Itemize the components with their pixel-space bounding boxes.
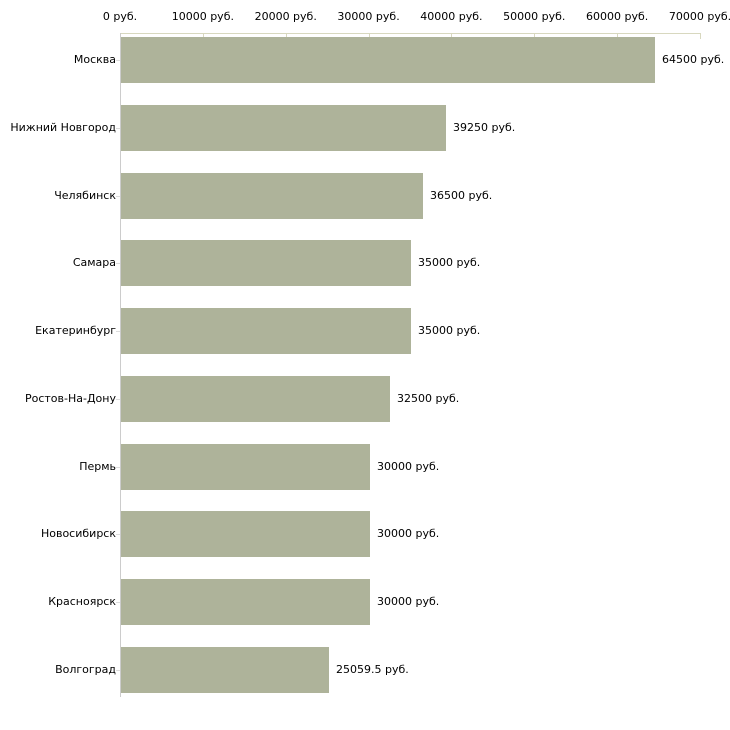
x-axis-tick-label: 40000 руб. [420,10,483,23]
bar [121,173,423,219]
x-axis-tick-mark [617,33,618,39]
category-label: Самара [72,256,116,269]
category-label: Челябинск [54,189,116,202]
bar [121,647,329,693]
x-axis-tick-mark [700,33,701,39]
x-axis-tick-mark [451,33,452,39]
value-label: 30000 руб. [377,595,440,608]
category-label: Екатеринбург [35,324,116,337]
y-axis-tick-mark [116,467,120,468]
x-axis-line [120,33,701,34]
category-label: Красноярск [48,595,116,608]
x-axis-tick-mark [369,33,370,39]
x-axis-tick-mark [203,33,204,39]
category-label: Новосибирск [40,527,116,540]
y-axis-line [120,33,121,697]
category-label: Москва [73,53,116,66]
y-axis-tick-mark [116,196,120,197]
bar [121,308,411,354]
y-axis-tick-mark [116,128,120,129]
value-label: 30000 руб. [377,527,440,540]
x-axis-tick-label: 30000 руб. [337,10,400,23]
x-axis-tick-mark [534,33,535,39]
x-axis-tick-label: 70000 руб. [668,10,730,23]
value-label: 64500 руб. [662,53,725,66]
x-axis-tick-label: 50000 руб. [503,10,566,23]
value-label: 35000 руб. [418,324,481,337]
category-label: Волгоград [55,663,116,676]
x-axis-tick-label: 60000 руб. [586,10,649,23]
x-axis-tick-label: 20000 руб. [254,10,317,23]
bar [121,444,370,490]
x-axis-tick-label: 0 руб. [102,10,138,23]
bar [121,511,370,557]
y-axis-tick-mark [116,670,120,671]
x-axis-tick-mark [286,33,287,39]
y-axis-tick-mark [116,602,120,603]
value-label: 25059.5 руб. [336,663,409,676]
category-label: Ростов-На-Дону [24,392,116,405]
x-axis-tick-label: 10000 руб. [171,10,234,23]
y-axis-tick-mark [116,534,120,535]
y-axis-tick-mark [116,60,120,61]
value-label: 32500 руб. [397,392,460,405]
y-axis-tick-mark [116,399,120,400]
y-axis-tick-mark [116,331,120,332]
value-label: 35000 руб. [418,256,481,269]
category-label: Нижний Новгород [10,121,116,134]
bar [121,376,390,422]
bar [121,37,655,83]
bar [121,579,370,625]
bar [121,240,411,286]
category-label: Пермь [79,460,116,473]
bar [121,105,446,151]
y-axis-tick-mark [116,263,120,264]
value-label: 30000 руб. [377,460,440,473]
value-label: 36500 руб. [430,189,493,202]
value-label: 39250 руб. [453,121,516,134]
